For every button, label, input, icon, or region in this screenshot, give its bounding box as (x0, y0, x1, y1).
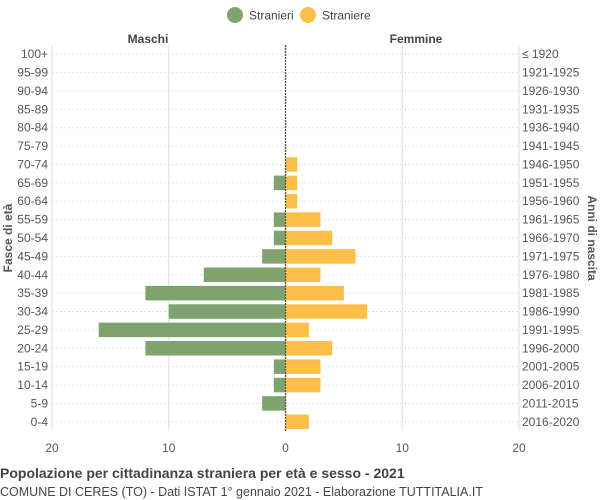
age-group-label: 55-59 (17, 213, 48, 227)
birth-year-label: 2011-2015 (522, 396, 579, 410)
bar-female (285, 285, 344, 301)
y-axis-title-left: Fasce di età (1, 203, 15, 272)
bar-female (285, 230, 333, 246)
birth-year-label: 1966-1970 (522, 231, 580, 245)
bar-female (285, 359, 321, 374)
age-group-label: 0-4 (31, 415, 49, 429)
x-tick-label: 20 (512, 441, 526, 455)
bar-male (262, 396, 286, 411)
birth-year-label: 1926-1930 (522, 84, 580, 98)
birth-year-label: 1986-1990 (522, 305, 580, 319)
bar-male (145, 341, 286, 356)
bar-male (273, 230, 286, 246)
bar-female (285, 212, 321, 227)
bar-female (285, 414, 309, 430)
age-group-label: 100+ (21, 47, 48, 61)
birth-year-label: 2006-2010 (522, 378, 580, 392)
bar-male (273, 212, 286, 227)
age-group-label: 30-34 (17, 305, 48, 319)
age-group-label: 85-89 (17, 102, 48, 116)
age-group-label: 35-39 (17, 286, 48, 300)
birth-year-label: 1936-1940 (522, 121, 580, 135)
age-group-label: 75-79 (17, 139, 48, 153)
legend-label-straniere: Straniere (322, 9, 371, 23)
x-tick-label: 10 (162, 441, 176, 455)
age-group-label: 40-44 (17, 268, 48, 282)
x-tick-label: 20 (45, 441, 59, 455)
birth-year-label: 1971-1975 (522, 249, 580, 263)
age-group-label: 90-94 (17, 84, 48, 98)
age-group-label: 80-84 (17, 121, 48, 135)
age-group-label: 15-19 (17, 360, 48, 374)
bar-male (273, 377, 286, 393)
bar-male (98, 322, 286, 338)
bar-female (285, 249, 356, 264)
birth-year-label: 1921-1925 (522, 66, 580, 80)
birth-year-label: 1991-1995 (522, 323, 580, 337)
birth-year-label: 1976-1980 (522, 268, 580, 282)
females-label: Femmine (390, 32, 443, 46)
chart-subtitle: COMUNE DI CERES (TO) - Dati ISTAT 1° gen… (0, 485, 483, 499)
age-group-label: 50-54 (17, 231, 48, 245)
age-group-label: 20-24 (17, 341, 48, 355)
age-group-label: 60-64 (17, 194, 48, 208)
birth-year-label: ≤ 1920 (522, 47, 559, 61)
age-group-label: 95-99 (17, 66, 48, 80)
males-label: Maschi (128, 32, 169, 46)
bar-male (168, 304, 286, 319)
age-group-label: 45-49 (17, 249, 48, 263)
bar-male (203, 267, 286, 283)
age-group-label: 25-29 (17, 323, 48, 337)
birth-year-label: 1956-1960 (522, 194, 580, 208)
bar-male (273, 359, 286, 374)
bar-female (285, 341, 333, 356)
birth-year-label: 1951-1955 (522, 176, 580, 190)
legend: Stranieri Straniere (227, 7, 371, 23)
birth-year-label: 1931-1935 (522, 102, 580, 116)
age-group-label: 5-9 (31, 396, 49, 410)
birth-year-label: 1981-1985 (522, 286, 580, 300)
y-axis-title-right: Anni di nascita (585, 195, 599, 281)
x-tick-label: 10 (396, 441, 410, 455)
birth-year-label: 1941-1945 (522, 139, 580, 153)
birth-year-label: 2016-2020 (522, 415, 580, 429)
bar-female (285, 157, 298, 172)
bar-male (145, 285, 286, 301)
bar-female (285, 175, 298, 191)
legend-swatch-straniere (300, 7, 316, 23)
bar-male (262, 249, 286, 264)
labels-layer: 20 10 0 10 20 100+ ≤ 1920 95-99 1921-1925 90-94 19… (17, 47, 579, 455)
bar-female (285, 304, 368, 319)
chart-title: Popolazione per cittadinanza straniera p… (0, 465, 405, 481)
bar-female (285, 377, 321, 393)
bar-female (285, 267, 321, 283)
age-group-label: 10-14 (17, 378, 48, 392)
birth-year-label: 1996-2000 (522, 341, 580, 355)
age-group-label: 65-69 (17, 176, 48, 190)
bar-male (273, 175, 286, 191)
birth-year-label: 2001-2005 (522, 360, 580, 374)
legend-swatch-stranieri (227, 7, 243, 23)
bars-layer (98, 45, 368, 431)
bar-female (285, 322, 309, 338)
x-tick-label: 0 (282, 441, 289, 455)
legend-label-stranieri: Stranieri (249, 9, 294, 23)
bar-female (285, 193, 298, 209)
birth-year-label: 1946-1950 (522, 157, 580, 171)
birth-year-label: 1961-1965 (522, 213, 580, 227)
age-group-label: 70-74 (17, 157, 48, 171)
